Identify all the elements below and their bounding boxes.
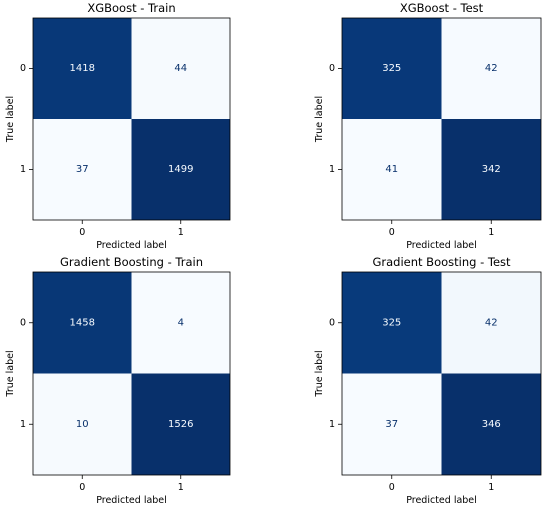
matrix-cell-1-0 (33, 119, 132, 220)
cell-value-1-1: 1526 (168, 419, 193, 430)
matrix-cell-1-0 (33, 373, 132, 475)
confusion-matrix-panel-1: 1418 44 37 1499 XGBoost - Train 0 1 0 1 Predicted… (5, 1, 231, 251)
cell-value-0-1: 4 (178, 317, 184, 328)
matrix-cell-0-1 (441, 18, 541, 119)
matrix-cell-0-1 (131, 272, 230, 374)
y-tick-label: 0 (329, 63, 335, 74)
x-axis-label: Predicted label (406, 240, 477, 251)
cell-value-0-0: 325 (382, 63, 401, 74)
y-tick-label: 1 (329, 164, 335, 175)
cell-value-0-1: 42 (485, 63, 498, 74)
y-tick-label: 1 (329, 419, 335, 430)
matrix-cell-1-1 (131, 119, 230, 220)
confusion-matrix-panel-2: 325 42 41 342 XGBoost - Test 0 1 0 1 Predicted la… (314, 1, 542, 251)
axes-frame (32, 17, 231, 221)
matrix-cell-0-1 (441, 272, 541, 374)
y-axis-label: True label (5, 96, 16, 143)
matrix-cell-0-0 (342, 18, 442, 119)
x-axis-label: Predicted label (406, 495, 477, 506)
matrix-cell-0-0 (33, 272, 132, 374)
x-tick-label: 0 (389, 482, 395, 493)
x-tick-label: 1 (488, 227, 494, 238)
y-axis-label: True label (314, 96, 325, 143)
cell-value-0-1: 42 (485, 317, 498, 328)
y-tick-label: 0 (20, 63, 26, 74)
axes-frame (341, 271, 542, 476)
x-axis-label: Predicted label (96, 240, 167, 251)
chart-title: XGBoost - Test (400, 1, 484, 15)
x-tick-label: 1 (488, 482, 494, 493)
y-tick-label: 1 (20, 164, 26, 175)
x-tick-label: 0 (79, 482, 85, 493)
matrix-cell-0-0 (33, 18, 132, 119)
matrix-cell-1-1 (441, 373, 541, 475)
axes-frame (32, 271, 231, 476)
x-tick-label: 1 (178, 227, 184, 238)
matrix-cell-1-0 (342, 373, 442, 475)
matrix-cell-0-1 (131, 18, 230, 119)
x-tick-label: 0 (79, 227, 85, 238)
cell-value-0-0: 1458 (70, 317, 95, 328)
cell-value-1-1: 1499 (168, 164, 193, 175)
cell-value-1-1: 342 (482, 164, 501, 175)
y-axis-label: True label (314, 350, 325, 397)
axes-frame (341, 17, 542, 221)
chart-title: Gradient Boosting - Train (60, 255, 203, 269)
chart-title: XGBoost - Train (87, 1, 175, 15)
cell-value-0-0: 325 (382, 317, 401, 328)
x-tick-label: 1 (178, 482, 184, 493)
cell-value-0-0: 1418 (70, 63, 95, 74)
matrix-cell-1-0 (342, 119, 442, 220)
matrix-cell-1-1 (441, 119, 541, 220)
x-axis-label: Predicted label (96, 495, 167, 506)
y-tick-label: 0 (329, 317, 335, 328)
chart-title: Gradient Boosting - Test (372, 255, 511, 269)
y-tick-label: 1 (20, 419, 26, 430)
x-tick-label: 0 (389, 227, 395, 238)
y-tick-label: 0 (20, 317, 26, 328)
cell-value-1-1: 346 (482, 419, 501, 430)
cell-value-1-0: 41 (385, 164, 398, 175)
cell-value-1-0: 37 (76, 164, 89, 175)
cell-value-0-1: 44 (174, 63, 187, 74)
confusion-matrix-panel-4: 325 42 37 346 Gradient Boosting - Test 0 1 0 1 Pr… (314, 255, 542, 506)
matrix-cell-1-1 (131, 373, 230, 475)
matrix-cell-0-0 (342, 272, 442, 374)
cell-value-1-0: 37 (385, 419, 398, 430)
cell-value-1-0: 10 (76, 419, 89, 430)
y-axis-label: True label (5, 350, 16, 397)
